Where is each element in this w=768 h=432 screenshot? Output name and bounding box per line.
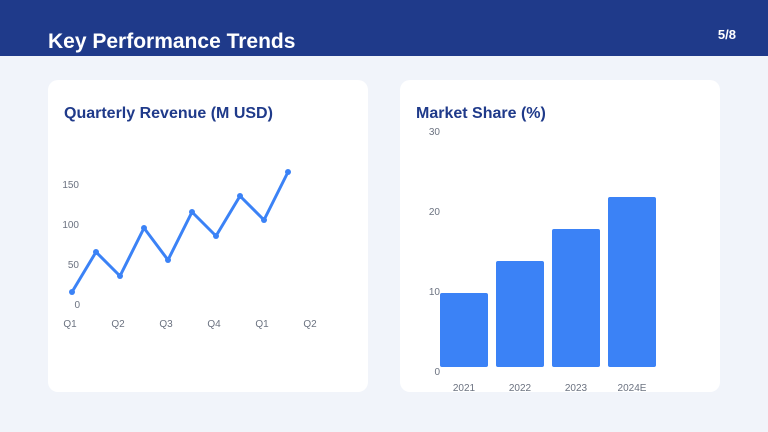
revenue-line-chart: 0 50 100 150 Q1 Q2 Q3 Q4 Q1 Q2 bbox=[62, 169, 317, 330]
page-number: 5/8 bbox=[717, 27, 736, 42]
revenue-point bbox=[261, 217, 267, 223]
revenue-card: Quarterly Revenue (M USD) 0 50 100 150 Q1 Q2… bbox=[48, 80, 368, 392]
revenue-point bbox=[93, 249, 99, 255]
revenue-point bbox=[189, 209, 195, 215]
revenue-point bbox=[213, 233, 219, 239]
revenue-series-line bbox=[70, 170, 290, 294]
market-share-bar bbox=[552, 229, 600, 367]
market-share-xtick: 2024E bbox=[618, 383, 647, 392]
revenue-xtick: Q1 bbox=[255, 319, 269, 330]
market-share-bar-chart: 0 10 20 30 2021 2022 2023 2024E bbox=[429, 127, 656, 392]
market-share-ytick: 10 bbox=[429, 287, 441, 298]
revenue-ytick: 150 bbox=[62, 180, 79, 191]
revenue-point bbox=[117, 273, 123, 279]
revenue-xtick: Q1 bbox=[63, 319, 77, 330]
revenue-xtick: Q2 bbox=[111, 319, 125, 330]
market-share-card: Market Share (%) 0 10 20 30 2021 2022 2023 202… bbox=[400, 80, 720, 392]
revenue-ytick: 0 bbox=[74, 300, 80, 311]
revenue-xtick: Q2 bbox=[303, 319, 317, 330]
revenue-ytick: 100 bbox=[62, 220, 79, 231]
market-share-ytick: 0 bbox=[434, 367, 440, 378]
revenue-point bbox=[165, 257, 171, 263]
revenue-chart-title: Quarterly Revenue (M USD) bbox=[64, 105, 273, 122]
revenue-ytick: 50 bbox=[68, 260, 80, 271]
market-share-bar bbox=[440, 293, 488, 367]
header-bar: Key Performance Trends 5/8 bbox=[0, 0, 768, 56]
market-share-ytick: 30 bbox=[429, 127, 441, 138]
market-share-xtick: 2021 bbox=[453, 383, 476, 392]
revenue-point bbox=[69, 289, 75, 295]
market-share-xtick: 2023 bbox=[565, 383, 588, 392]
revenue-point bbox=[141, 225, 147, 231]
market-share-bar bbox=[496, 261, 544, 367]
market-share-ytick: 20 bbox=[429, 207, 441, 218]
slide-title: Key Performance Trends bbox=[48, 30, 296, 53]
revenue-xtick: Q4 bbox=[207, 319, 221, 330]
market-share-bar bbox=[608, 197, 656, 367]
revenue-point bbox=[285, 169, 291, 175]
market-share-xtick: 2022 bbox=[509, 383, 532, 392]
revenue-xtick: Q3 bbox=[159, 319, 173, 330]
revenue-point bbox=[237, 193, 243, 199]
market-share-chart-title: Market Share (%) bbox=[416, 105, 546, 122]
